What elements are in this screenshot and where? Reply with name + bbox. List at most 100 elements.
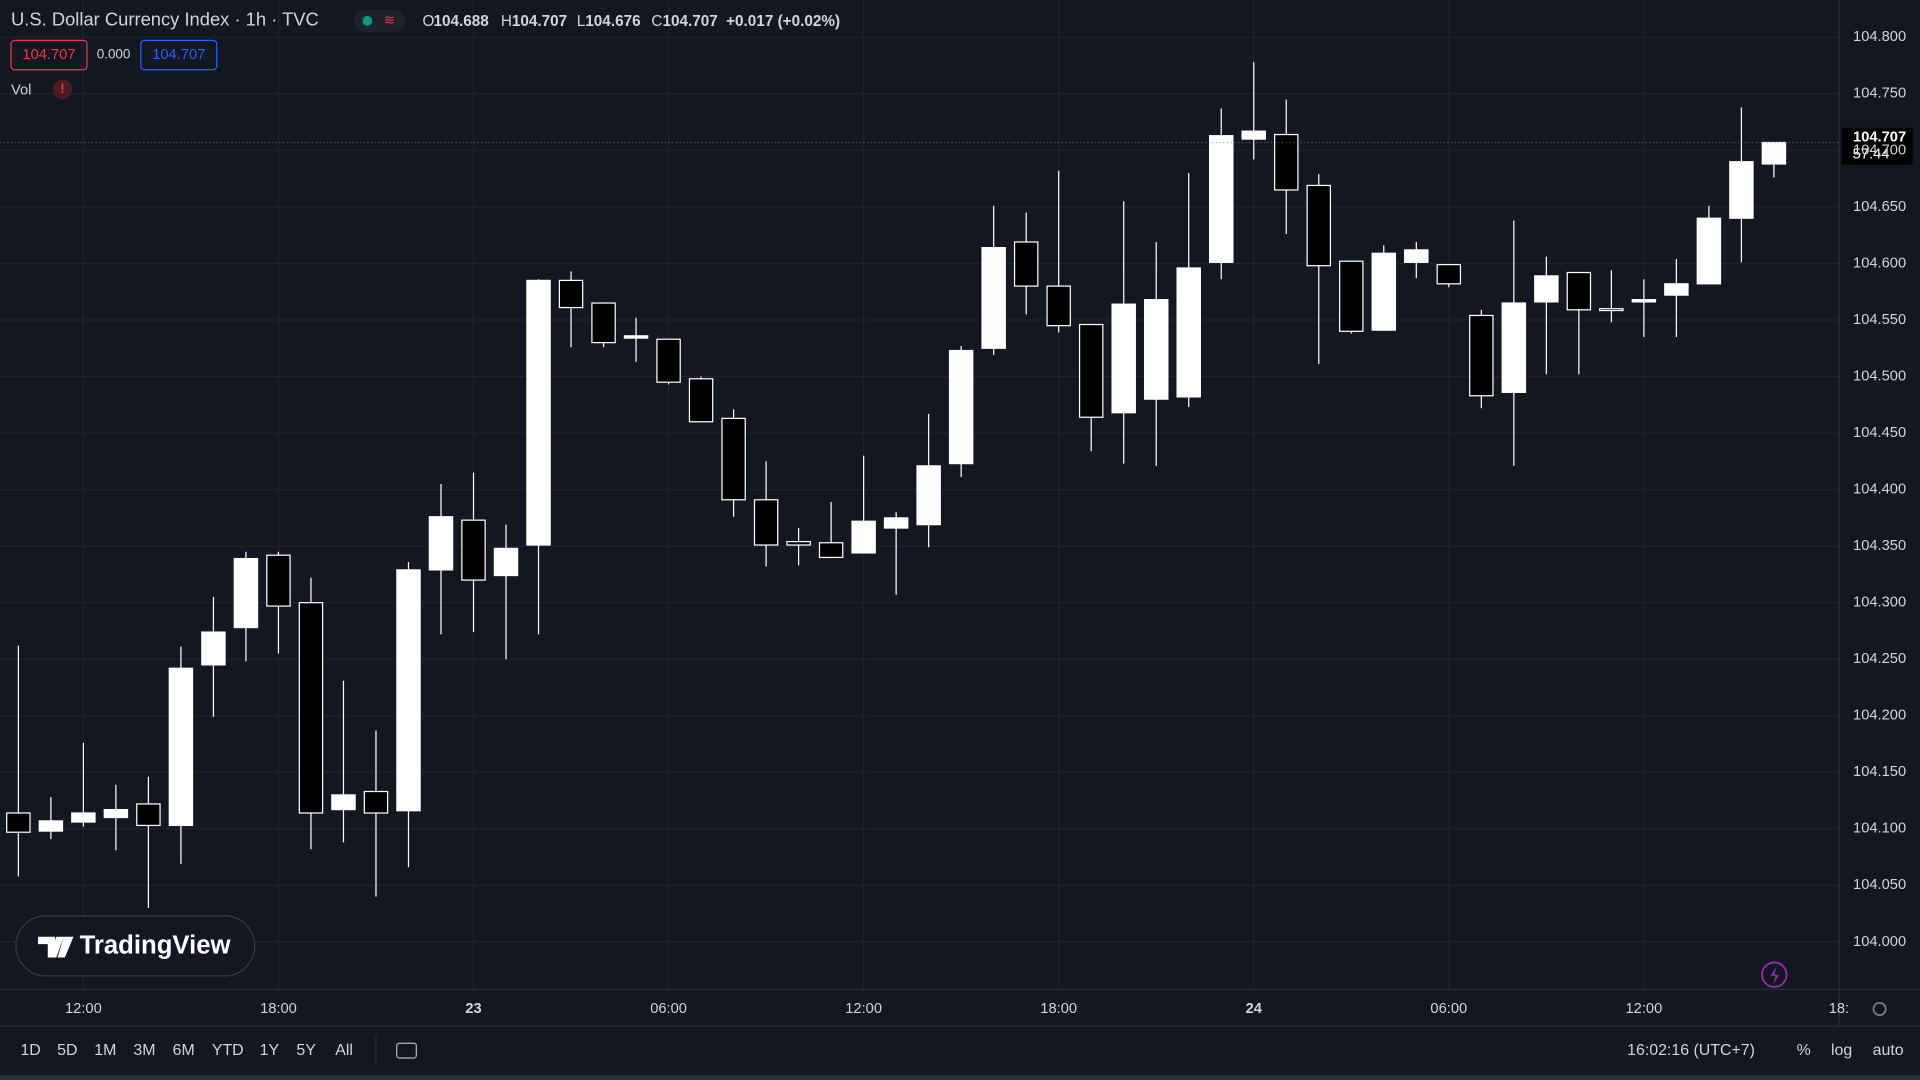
settings-icon[interactable] xyxy=(1872,1001,1887,1017)
status-pill[interactable] xyxy=(353,9,406,32)
candle-body xyxy=(168,667,194,827)
candle-body xyxy=(1241,130,1267,140)
candle-body xyxy=(526,279,551,546)
candle-body xyxy=(1501,302,1527,393)
y-tick-label: 104.000 xyxy=(1853,934,1906,950)
bid-badge[interactable] xyxy=(10,39,88,71)
range-button[interactable]: 3M xyxy=(133,1042,155,1059)
logo-badge[interactable] xyxy=(15,915,256,977)
range-button[interactable]: 1M xyxy=(94,1042,116,1059)
y-tick-label: 104.400 xyxy=(1853,481,1906,497)
candle-body xyxy=(1469,314,1494,397)
y-tick-label: 104.300 xyxy=(1853,595,1906,611)
candle-body xyxy=(428,516,454,571)
candle-body xyxy=(721,417,746,501)
x-tick-label: 23 xyxy=(465,1001,481,1017)
delay-icon: ≋ xyxy=(384,12,395,27)
y-tick-label: 104.650 xyxy=(1853,199,1906,215)
candle-body xyxy=(1631,299,1657,303)
candle-body xyxy=(1274,133,1299,191)
candle-body xyxy=(1436,263,1462,285)
range-button[interactable]: 5Y xyxy=(296,1042,316,1059)
ohlc-key: O xyxy=(422,13,434,30)
scale-option[interactable]: log xyxy=(1831,1042,1852,1059)
price-tag-price: 104.707 xyxy=(1853,129,1906,145)
candle-body xyxy=(1143,299,1169,400)
x-tick-label: 18:00 xyxy=(1040,1001,1077,1017)
y-tick-label: 104.500 xyxy=(1853,368,1906,384)
ohlc-value: 104.676 xyxy=(585,13,640,30)
candle-body xyxy=(851,520,876,554)
volume-label: Vol xyxy=(11,82,31,98)
candle-body xyxy=(461,519,486,581)
price-tag-countdown: 57:44 xyxy=(1853,147,1890,163)
price-tag: 104.707 57:44 xyxy=(0,127,1913,165)
candle-body xyxy=(981,247,1006,349)
candle-body xyxy=(1306,184,1332,267)
ask-badge[interactable] xyxy=(140,39,218,71)
candle-body xyxy=(1404,249,1429,263)
candle-body xyxy=(1339,260,1364,332)
y-tick-label: 104.800 xyxy=(1853,29,1906,45)
bottom-edge xyxy=(0,1075,1920,1080)
candle-body xyxy=(591,302,616,344)
candle-body xyxy=(136,803,161,827)
y-tick-label: 104.150 xyxy=(1853,764,1906,780)
y-tick-label: 104.250 xyxy=(1853,651,1906,667)
y-tick-label: 104.550 xyxy=(1853,312,1906,328)
candle-body xyxy=(656,338,681,383)
ohlc-legend: O 104.688 H 104.707 L 104.676 C 104.707 xyxy=(422,13,717,30)
candle-body xyxy=(883,517,909,529)
candle-body xyxy=(1599,308,1624,312)
candle-body xyxy=(396,569,421,812)
y-tick-label: 104.350 xyxy=(1853,538,1906,554)
candles xyxy=(6,62,1787,908)
lightning-bolt xyxy=(1770,966,1780,985)
ask: 104.707 xyxy=(152,47,205,63)
change: +0.017 (+0.02%) xyxy=(726,13,840,30)
ohlc-value: 104.707 xyxy=(512,13,567,30)
y-tick-label: 104.450 xyxy=(1853,425,1906,441)
range-button[interactable]: 5D xyxy=(57,1042,77,1059)
candle-body xyxy=(298,602,324,814)
range-button[interactable]: YTD xyxy=(212,1042,244,1059)
candle-body xyxy=(1176,267,1201,398)
spread: 0.000 xyxy=(97,47,131,62)
ohlc-value: 104.707 xyxy=(662,13,717,30)
candle-body xyxy=(753,499,779,546)
x-tick-label: 12:00 xyxy=(65,1001,102,1017)
candle-body xyxy=(71,812,96,823)
candle-body xyxy=(38,820,64,832)
y-tick-label: 104.200 xyxy=(1853,708,1906,724)
logo-text: TradingView xyxy=(80,931,232,959)
y-tick-label: 104.050 xyxy=(1853,877,1906,893)
candle-body xyxy=(1013,241,1039,287)
candle-body xyxy=(948,349,974,465)
x-tick-label: 06:00 xyxy=(1430,1001,1467,1017)
candle-body xyxy=(331,794,356,811)
ohlc-key: H xyxy=(501,13,512,30)
range-button[interactable]: 1D xyxy=(20,1042,40,1059)
y-tick-label: 104.700 xyxy=(1853,142,1906,158)
range-button[interactable]: All xyxy=(335,1042,353,1059)
ohlc-value: 104.688 xyxy=(433,13,489,30)
candle-body xyxy=(818,542,844,559)
ohlc-key: L xyxy=(577,13,586,30)
candle-body xyxy=(6,812,31,833)
lightning-icon[interactable] xyxy=(1761,961,1788,988)
range-button[interactable]: 6M xyxy=(173,1042,195,1059)
symbol-title[interactable]: U.S. Dollar Currency Index · 1h · TVC xyxy=(11,9,319,30)
scale-option[interactable]: % xyxy=(1797,1042,1811,1059)
date-range-icon[interactable] xyxy=(396,1042,417,1059)
y-tick-label: 104.750 xyxy=(1853,86,1906,102)
candle-body xyxy=(1208,135,1234,263)
volume-warning[interactable] xyxy=(52,79,73,100)
range-button[interactable]: 1Y xyxy=(260,1042,280,1059)
x-tick-label: 18:00 xyxy=(260,1001,297,1017)
scale-option[interactable]: auto xyxy=(1873,1042,1904,1059)
candle-body xyxy=(916,465,941,526)
y-tick-label: 104.600 xyxy=(1853,255,1906,271)
x-tick-label: 24 xyxy=(1246,1001,1263,1017)
clock[interactable]: 16:02:16 (UTC+7) xyxy=(1627,1042,1755,1059)
